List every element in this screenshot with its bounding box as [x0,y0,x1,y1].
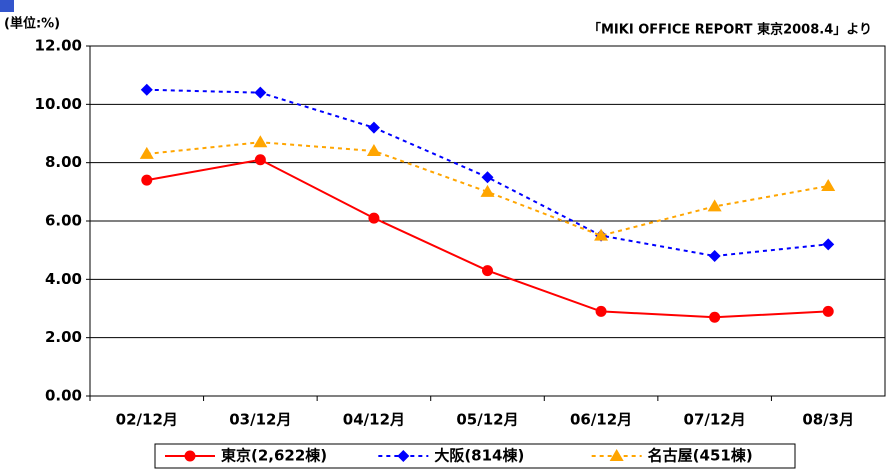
marker [708,250,721,262]
corner-decoration [0,0,14,12]
y-tick-label: 0.00 [45,387,82,405]
source-note: 「MIKI OFFICE REPORT 東京2008.4」より [588,22,872,38]
y-tick-label: 12.00 [35,37,82,55]
marker [254,154,266,166]
legend-label: 大阪(814棟) [434,447,524,465]
marker [366,144,381,156]
y-tick-label: 10.00 [35,95,82,113]
series-line [146,158,829,319]
marker [141,174,153,186]
marker [821,179,836,191]
marker [480,184,495,197]
legend-label: 東京(2,622棟) [221,447,327,465]
x-tick-label: 02/12月 [116,411,178,429]
marker [482,265,493,277]
marker [368,212,380,224]
y-tick-label: 8.00 [45,153,82,171]
marker [397,450,410,462]
marker [707,199,722,212]
x-tick-label: 04/12月 [343,411,405,429]
marker [709,311,721,323]
x-tick-label: 06/12月 [570,411,632,429]
marker [140,83,153,96]
marker [481,171,494,184]
x-tick-label: 05/12月 [456,411,518,429]
legend-label: 名古屋(451棟) [648,447,753,465]
marker [595,305,607,317]
legend-box [154,443,796,469]
marker [609,449,624,461]
y-tick-label: 2.00 [45,328,82,346]
marker [822,238,835,251]
plot-frame [89,45,886,397]
marker [253,135,268,148]
marker [184,450,196,462]
marker [367,121,380,134]
y-tick-label: 4.00 [45,270,82,288]
marker [594,228,609,241]
marker [139,146,154,159]
marker [822,305,834,317]
x-tick-label: 08/3月 [802,411,854,429]
unit-label: (単位:%) [4,16,60,32]
marker [254,86,267,99]
x-tick-label: 03/12月 [229,411,291,429]
x-tick-label: 07/12月 [684,411,746,429]
y-tick-label: 6.00 [45,212,82,230]
